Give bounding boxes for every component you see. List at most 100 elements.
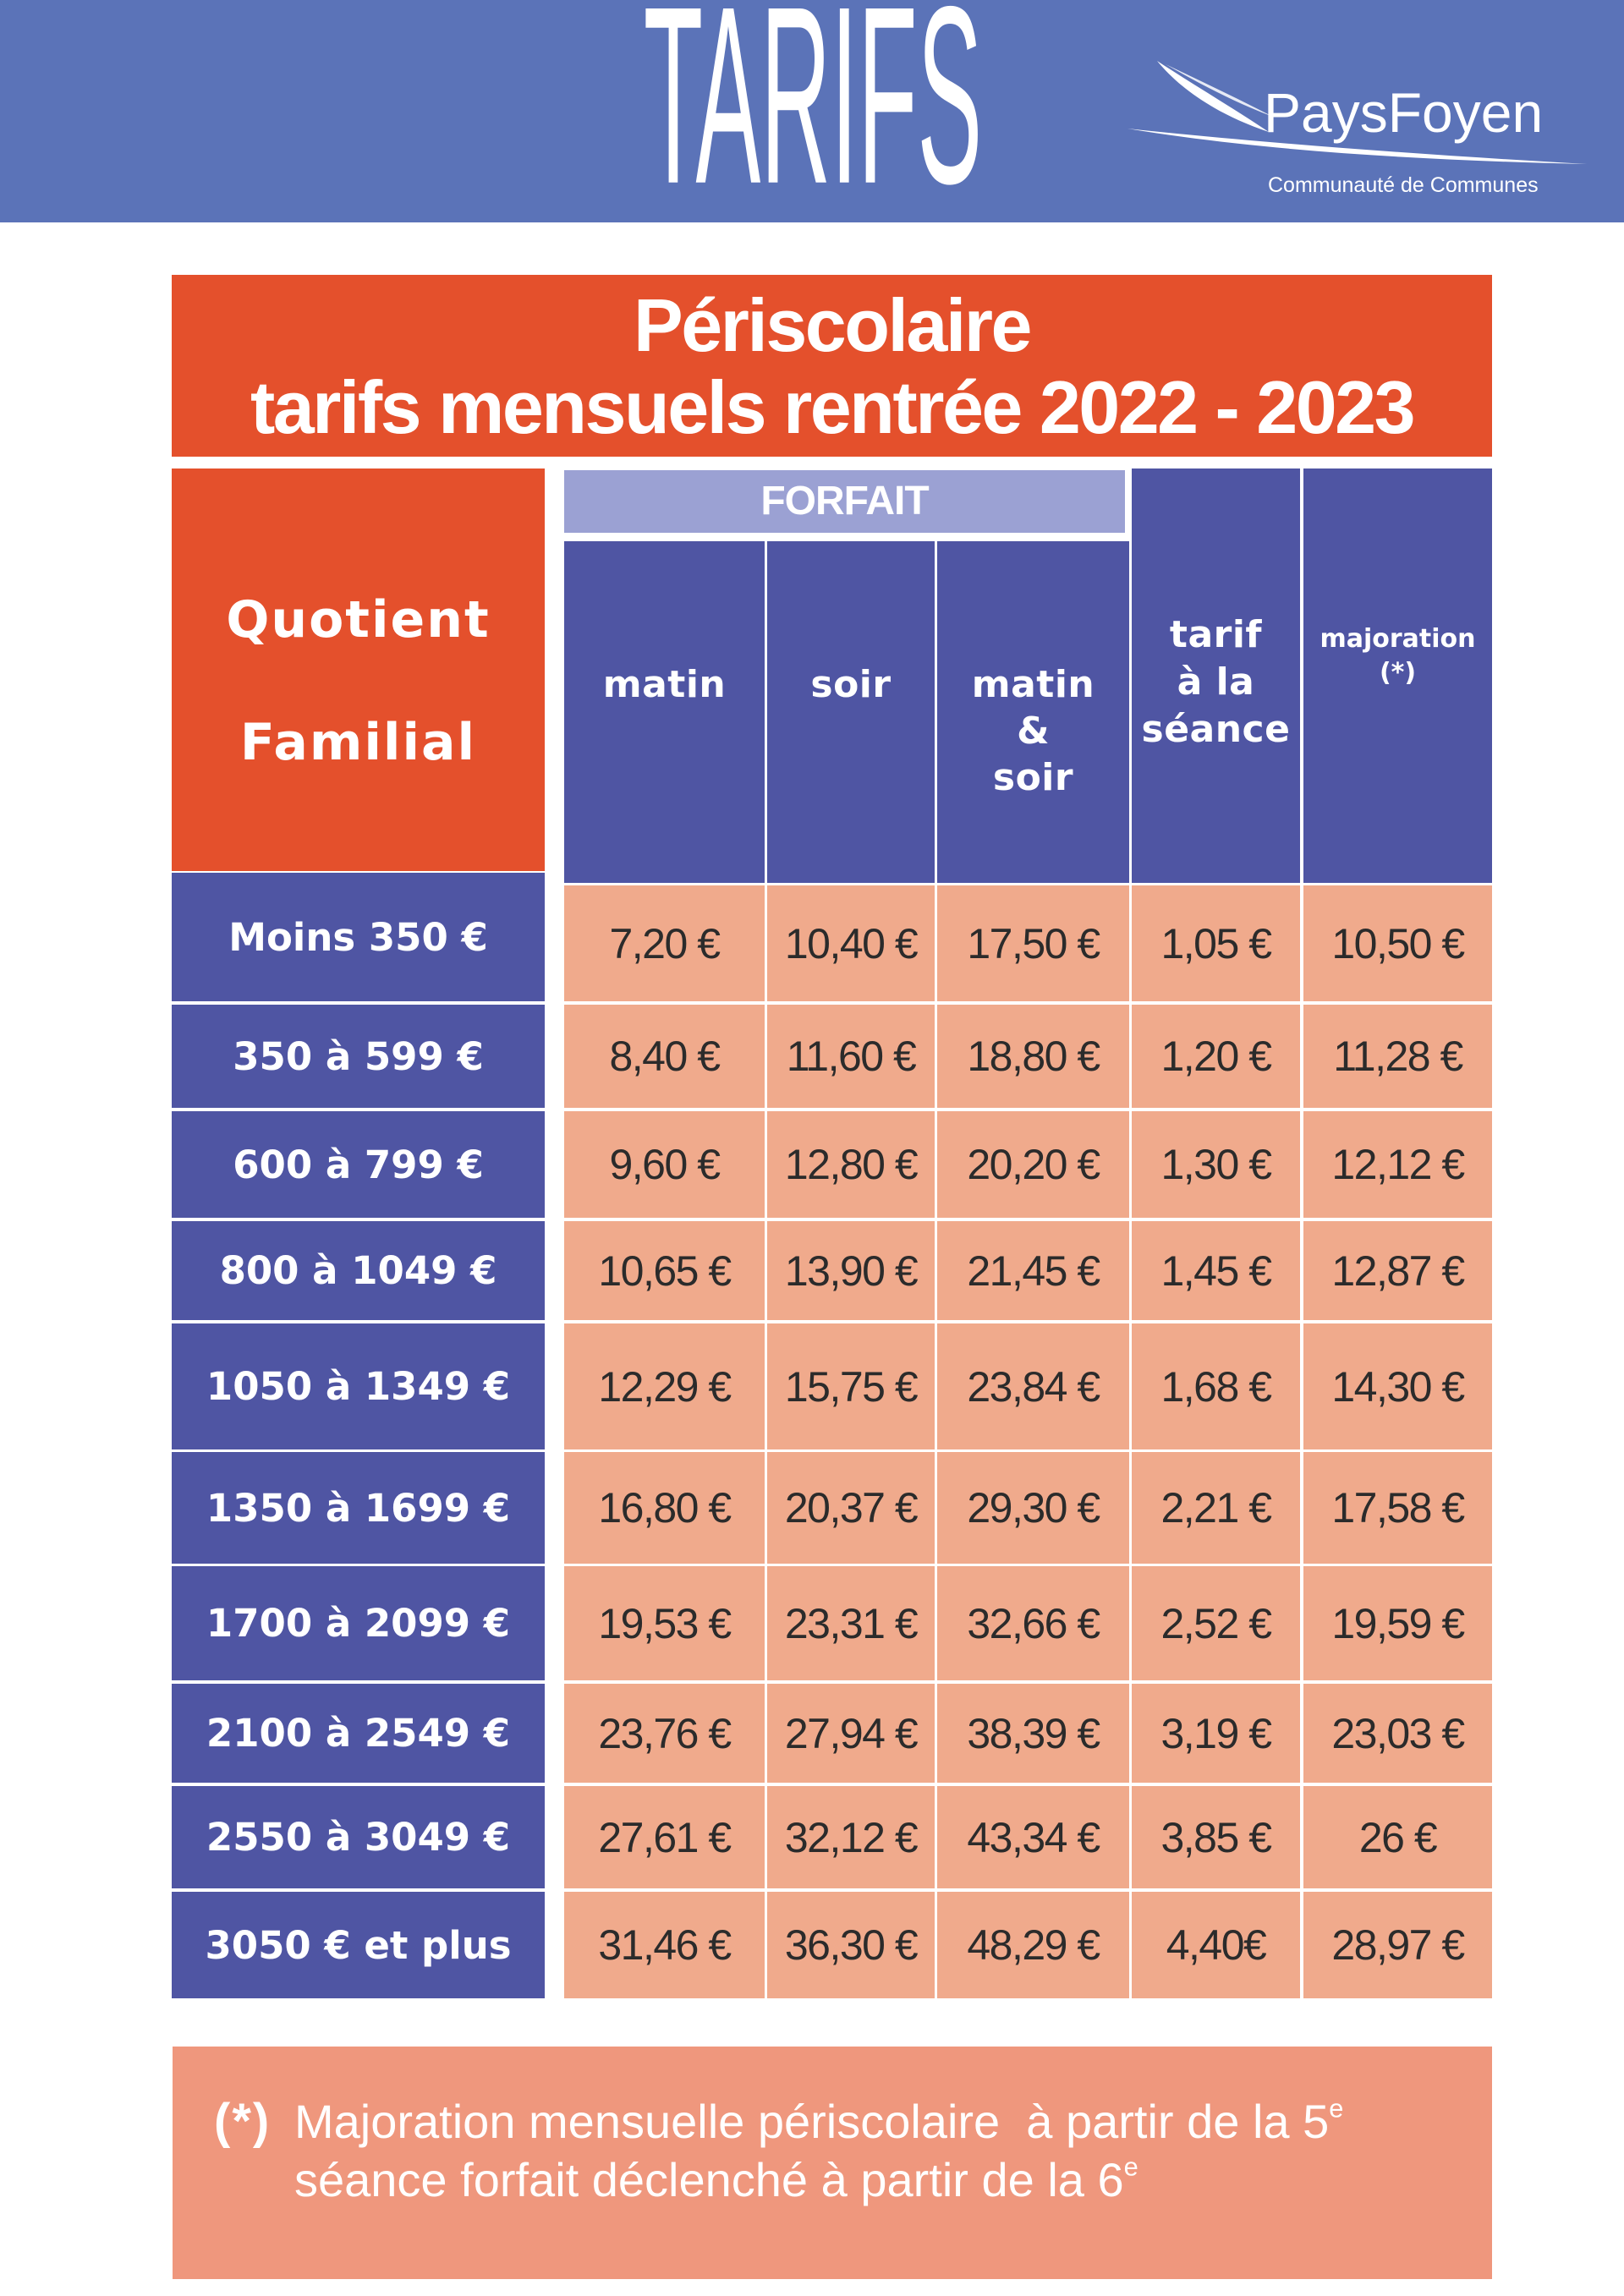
quotient-cell: 2550 à 3049 € (172, 1786, 545, 1888)
quotient-header-line: Quotient (226, 590, 491, 649)
price-seance: 1,30 € (1132, 1111, 1300, 1218)
page-title-text: TARIFS (643, 0, 983, 237)
price-matin-soir: 43,34 € (937, 1786, 1129, 1888)
price-matin: 16,80 € (564, 1452, 765, 1564)
footnote-superscript: e (1123, 2151, 1138, 2182)
price-majoration: 28,97 € (1303, 1892, 1492, 1998)
price-matin-soir: 23,84 € (937, 1323, 1129, 1449)
quotient-header-line: Familial (239, 713, 477, 772)
price-matin-soir: 21,45 € (937, 1221, 1129, 1320)
price-majoration: 19,59 € (1303, 1566, 1492, 1680)
column-header-soir: soir (767, 541, 935, 883)
price-matin-soir: 29,30 € (937, 1452, 1129, 1564)
column-header-label: majoration (1320, 624, 1476, 654)
tariff-table: Quotient Familial FORFAIT matin soir mat… (172, 469, 1492, 1998)
column-header-label: soir (810, 663, 892, 706)
price-seance: 2,21 € (1132, 1452, 1300, 1564)
price-majoration: 23,03 € (1303, 1684, 1492, 1783)
table-row: 1350 à 1699 € 16,80 € 20,37 € 29,30 € 2,… (172, 1452, 1492, 1564)
table-row: 800 à 1049 € 10,65 € 13,90 € 21,45 € 1,4… (172, 1221, 1492, 1320)
footnote-line-2-text: séance forfait déclenché à partir de la … (294, 2153, 1124, 2206)
column-header-label: & (1017, 710, 1050, 753)
price-matin: 7,20 € (564, 885, 765, 1001)
price-matin: 10,65 € (564, 1221, 765, 1320)
table-row: 2100 à 2549 € 23,76 € 27,94 € 38,39 € 3,… (172, 1684, 1492, 1783)
footnote-line-1: Majoration mensuelle périscolaire à part… (294, 2092, 1343, 2151)
quotient-cell: 1050 à 1349 € (172, 1323, 545, 1449)
table-row: Moins 350 € 7,20 € 10,40 € 17,50 € 1,05 … (172, 873, 1492, 1001)
column-header-majoration: majoration (*) (1303, 469, 1492, 883)
price-majoration: 14,30 € (1303, 1323, 1492, 1449)
price-soir: 27,94 € (767, 1684, 935, 1783)
price-soir: 15,75 € (767, 1323, 935, 1449)
price-matin: 23,76 € (564, 1684, 765, 1783)
price-matin: 27,61 € (564, 1786, 765, 1888)
column-header-label: soir (992, 756, 1074, 799)
price-matin-soir: 48,29 € (937, 1892, 1129, 1998)
table-row: 350 à 599 € 8,40 € 11,60 € 18,80 € 1,20 … (172, 1005, 1492, 1108)
column-header-label: (*) (1379, 658, 1417, 688)
price-majoration: 17,58 € (1303, 1452, 1492, 1564)
price-seance: 2,52 € (1132, 1566, 1300, 1680)
price-seance: 3,19 € (1132, 1684, 1300, 1783)
footnote-box: (*) Majoration mensuelle périscolaire à … (173, 2047, 1492, 2279)
price-matin-soir: 18,80 € (937, 1005, 1129, 1108)
column-header-label: à la (1177, 660, 1255, 704)
footnote-text: Majoration mensuelle périscolaire à part… (294, 2092, 1343, 2209)
column-header-matin-soir: matin & soir (937, 541, 1129, 883)
column-header-label: séance (1141, 708, 1291, 751)
quotient-cell: 1350 à 1699 € (172, 1452, 545, 1564)
price-majoration: 10,50 € (1303, 885, 1492, 1001)
price-soir: 10,40 € (767, 885, 935, 1001)
price-seance: 4,40€ (1132, 1892, 1300, 1998)
banner-line-1: Périscolaire (634, 283, 1033, 367)
price-matin: 8,40 € (564, 1005, 765, 1108)
price-matin: 12,29 € (564, 1323, 765, 1449)
quotient-cell: 800 à 1049 € (172, 1221, 545, 1320)
column-header-label: tarif (1169, 613, 1263, 656)
footnote-marker: (*) (214, 2094, 272, 2149)
footnote-superscript: e (1329, 2093, 1344, 2123)
price-matin-soir: 38,39 € (937, 1684, 1129, 1783)
quotient-cell: 600 à 799 € (172, 1111, 545, 1218)
paysfoyen-swoosh-icon (1127, 61, 1587, 164)
price-soir: 12,80 € (767, 1111, 935, 1218)
table-row: 3050 € et plus 31,46 € 36,30 € 48,29 € 4… (172, 1892, 1492, 1998)
price-majoration: 26 € (1303, 1786, 1492, 1888)
price-matin-soir: 17,50 € (937, 885, 1129, 1001)
price-majoration: 12,87 € (1303, 1221, 1492, 1320)
price-matin-soir: 32,66 € (937, 1566, 1129, 1680)
table-row: 1050 à 1349 € 12,29 € 15,75 € 23,84 € 1,… (172, 1323, 1492, 1449)
price-matin: 31,46 € (564, 1892, 765, 1998)
price-majoration: 11,28 € (1303, 1005, 1492, 1108)
price-seance: 1,68 € (1132, 1323, 1300, 1449)
price-majoration: 12,12 € (1303, 1111, 1492, 1218)
footnote-line-1-text: Majoration mensuelle périscolaire à part… (294, 2095, 1330, 2148)
quotient-cell: 350 à 599 € (172, 1005, 545, 1108)
logo-subtitle: Communauté de Communes (1268, 173, 1539, 197)
price-seance: 3,85 € (1132, 1786, 1300, 1888)
forfait-header: FORFAIT (564, 470, 1125, 533)
price-matin-soir: 20,20 € (937, 1111, 1129, 1218)
header-band: TARIFS PaysFoyen Communauté de Communes (0, 0, 1624, 222)
column-header-matin: matin (564, 541, 765, 883)
table-row: 2550 à 3049 € 27,61 € 32,12 € 43,34 € 3,… (172, 1786, 1492, 1888)
price-matin: 19,53 € (564, 1566, 765, 1680)
price-soir: 11,60 € (767, 1005, 935, 1108)
page-title: TARIFS (644, 0, 982, 222)
quotient-cell: 1700 à 2099 € (172, 1566, 545, 1680)
price-seance: 1,05 € (1132, 885, 1300, 1001)
price-seance: 1,45 € (1132, 1221, 1300, 1320)
title-banner: Périscolaire tarifs mensuels rentrée 202… (172, 275, 1492, 457)
price-soir: 32,12 € (767, 1786, 935, 1888)
footnote-line-2: séance forfait déclenché à partir de la … (294, 2151, 1343, 2209)
quotient-cell: Moins 350 € (172, 873, 545, 1001)
banner-line-2: tarifs mensuels rentrée 2022 - 2023 (250, 365, 1416, 449)
price-soir: 13,90 € (767, 1221, 935, 1320)
quotient-cell: 2100 à 2549 € (172, 1684, 545, 1783)
price-soir: 36,30 € (767, 1892, 935, 1998)
column-header-tarif-seance: tarif à la séance (1132, 469, 1300, 883)
quotient-familial-header: Quotient Familial (172, 469, 545, 871)
price-soir: 20,37 € (767, 1452, 935, 1564)
price-seance: 1,20 € (1132, 1005, 1300, 1108)
